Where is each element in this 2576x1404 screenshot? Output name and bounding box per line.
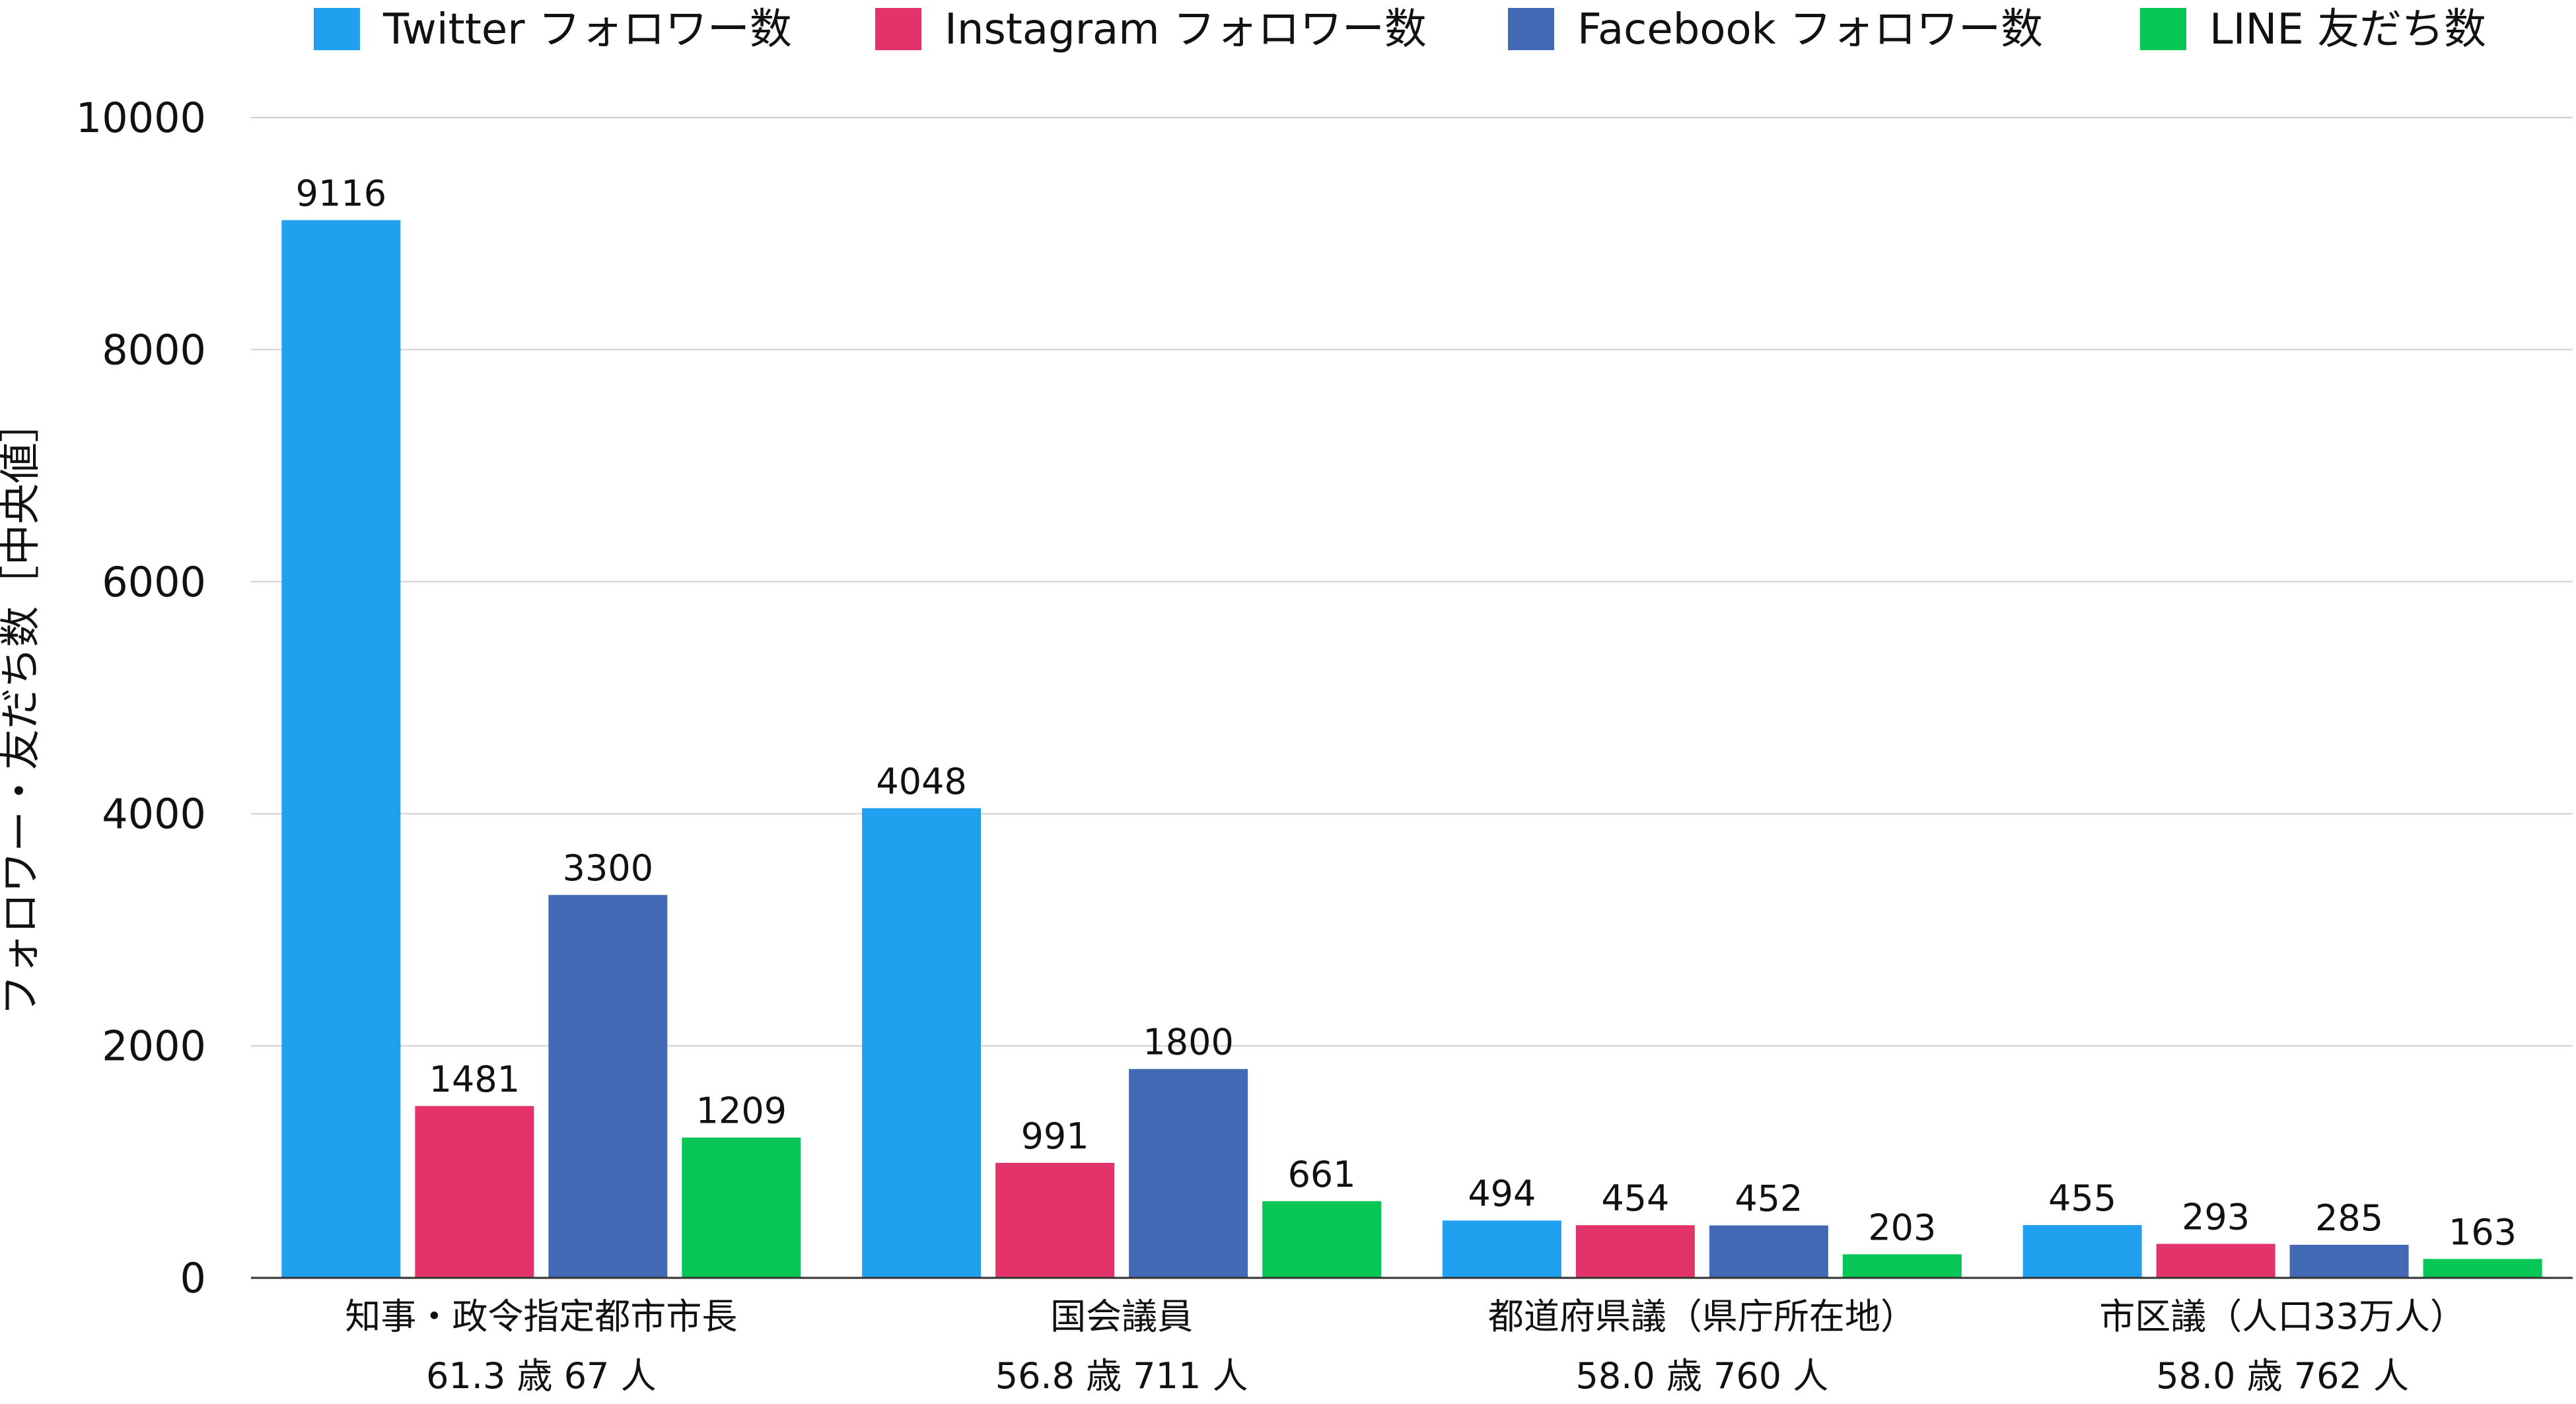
legend-label: Facebook フォロワー数 [1577, 5, 2043, 54]
data-label: 661 [1288, 1154, 1356, 1195]
bar [682, 1137, 801, 1278]
bar [995, 1162, 1115, 1278]
data-label: 9116 [296, 172, 386, 214]
legend: Twitter フォロワー数 Instagram フォロワー数 Facebook フ… [314, 5, 2486, 54]
y-axis-ticks: 0 2000 4000 6000 8000 10000 [76, 94, 206, 1302]
data-label: 454 [1601, 1177, 1669, 1219]
grid-lines [251, 117, 2573, 1047]
y-tick-label: 6000 [102, 558, 206, 606]
category-sublabel: 61.3 歳 67 人 [426, 1355, 656, 1397]
data-label: 3300 [563, 847, 653, 889]
data-labels: 9116 1481 3300 1209 4048 991 1800 661 494 454 452 2… [296, 172, 2517, 1253]
data-label: 203 [1868, 1207, 1936, 1248]
bar [1262, 1201, 1382, 1278]
data-label: 494 [1468, 1173, 1536, 1214]
category-label: 知事・政令指定都市市長 [345, 1296, 737, 1337]
bar [548, 895, 668, 1278]
bars [281, 220, 2542, 1278]
y-tick-label: 0 [180, 1254, 206, 1302]
legend-swatch [1508, 8, 1554, 50]
bar [2156, 1244, 2275, 1278]
bar [2423, 1259, 2542, 1278]
bar [1575, 1225, 1695, 1278]
bar [1129, 1069, 1248, 1278]
data-label: 1800 [1143, 1022, 1233, 1063]
y-tick-label: 8000 [102, 326, 206, 374]
category-labels: 知事・政令指定都市市長 61.3 歳 67 人 国会議員 56.8 歳 711 人 都道… [345, 1296, 2466, 1397]
data-label: 1481 [429, 1059, 520, 1100]
data-label: 452 [1735, 1178, 1803, 1220]
y-tick-label: 2000 [102, 1022, 206, 1071]
category-sublabel: 58.0 歳 760 人 [1575, 1355, 1828, 1397]
data-label: 4048 [876, 761, 966, 802]
category-sublabel: 58.0 歳 762 人 [2156, 1355, 2409, 1397]
data-label: 293 [2182, 1197, 2250, 1238]
legend-label: LINE 友だち数 [2209, 5, 2486, 54]
category-label: 都道府県議（県庁所在地） [1488, 1296, 1916, 1337]
bar [281, 220, 401, 1278]
data-label: 285 [2315, 1197, 2383, 1239]
bar [2289, 1244, 2409, 1278]
y-tick-label: 4000 [102, 790, 206, 838]
legend-label: Twitter フォロワー数 [382, 5, 792, 54]
category-label: 国会議員 [1050, 1296, 1193, 1337]
category-label: 市区議（人口33万人） [2099, 1296, 2466, 1337]
data-label: 455 [2048, 1177, 2116, 1219]
category-sublabel: 56.8 歳 711 人 [995, 1355, 1248, 1397]
bar [1442, 1220, 1561, 1278]
data-label: 1209 [696, 1090, 787, 1132]
y-axis-label: フォロワー・友だち数［中央値］ [0, 402, 44, 1016]
data-label: 991 [1021, 1115, 1089, 1157]
legend-swatch [875, 8, 921, 50]
legend-swatch [2140, 8, 2186, 50]
bar [862, 808, 982, 1278]
data-label: 163 [2449, 1211, 2517, 1253]
bar [415, 1106, 534, 1278]
legend-label: Instagram フォロワー数 [945, 5, 1427, 54]
y-tick-label: 10000 [76, 94, 206, 142]
legend-swatch [314, 8, 360, 50]
bar [2022, 1225, 2142, 1278]
bar [1709, 1225, 1828, 1278]
bar [1842, 1254, 1962, 1278]
